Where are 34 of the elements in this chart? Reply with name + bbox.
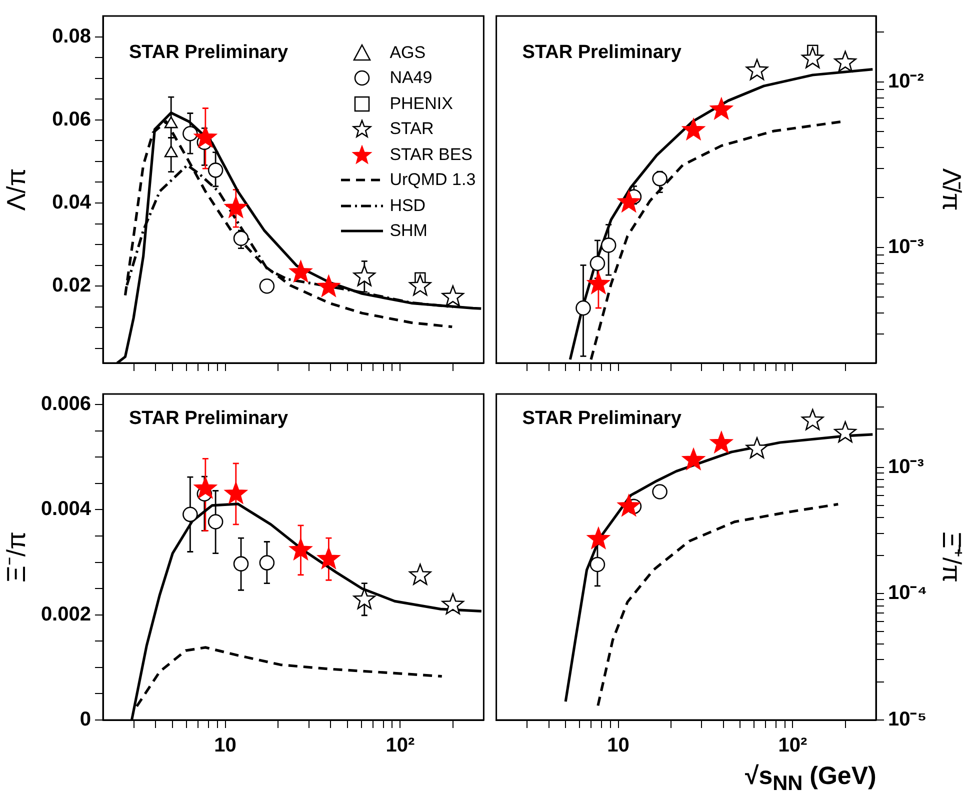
legend-label: AGS — [390, 42, 426, 63]
annotation: STAR Preliminary — [522, 42, 682, 64]
x-tick-label: 10² — [386, 734, 416, 757]
legend-label: NA49 — [390, 68, 432, 88]
y-tick-label: 10⁻⁴ — [888, 582, 928, 604]
y-tick-label: 10⁻² — [888, 70, 924, 92]
x-tick-label: 10 — [214, 734, 236, 757]
y-axis-title: Λ/π — [0, 168, 31, 211]
x-axis-title: √s$_{NN}$ (GeV) — [745, 762, 876, 796]
y-tick-label: 10⁻³ — [888, 236, 924, 258]
y-tick-label: 0.004 — [40, 498, 92, 520]
y-tick-label: 10⁻⁵ — [888, 708, 927, 731]
y-axis-title: Λ̄/π — [937, 168, 968, 211]
legend-label: STAR BES — [390, 144, 473, 165]
y-tick-label: 0.002 — [40, 603, 91, 626]
annotation: STAR Preliminary — [129, 408, 288, 430]
legend-label: PHENIX — [390, 94, 453, 114]
legend-label: UrQMD 1.3 — [390, 170, 476, 190]
y-axis-title: Ξ⁻/π — [0, 531, 31, 583]
y-tick-label: 10⁻³ — [888, 456, 924, 478]
y-tick-label: 0.006 — [40, 393, 91, 416]
y-tick-label: 0.04 — [52, 192, 92, 214]
legend-label: HSD — [390, 196, 426, 216]
y-tick-label: 0.08 — [52, 25, 91, 48]
y-tick-label: 0 — [80, 708, 91, 731]
legend-label: STAR — [390, 119, 434, 140]
annotation: STAR Preliminary — [522, 408, 682, 430]
x-tick-label: 10 — [607, 734, 630, 757]
y-axis-title: Ξ̄⁺/π — [937, 531, 968, 583]
x-tick-label: 10² — [778, 734, 808, 757]
y-tick-label: 0.06 — [52, 108, 91, 130]
annotation: STAR Preliminary — [129, 42, 288, 64]
legend-label: SHM — [390, 221, 428, 242]
y-tick-label: 0.02 — [52, 274, 91, 297]
